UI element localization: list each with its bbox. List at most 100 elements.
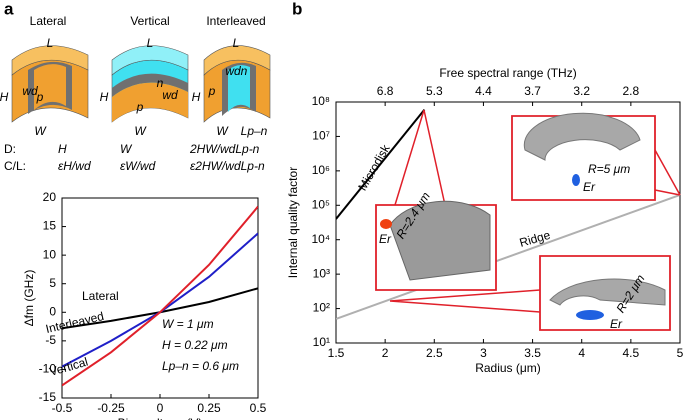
diagram-vertical — [111, 45, 189, 123]
annotation: H = 0.22 μm — [162, 338, 228, 352]
y-tick-label: 0 — [49, 304, 56, 318]
y-tick-label: 10¹ — [313, 335, 330, 349]
diagram-label: wd — [22, 84, 38, 98]
mode — [380, 219, 392, 229]
y-tick-label: 10⁷ — [312, 129, 330, 143]
plot-frame — [335, 101, 681, 344]
device — [389, 200, 491, 281]
x-tick-label: 0 — [157, 401, 164, 415]
y-axis-title: Internal quality factor — [286, 167, 300, 278]
table-cell: εH/wd — [58, 159, 91, 173]
y-tick-label: 10⁴ — [311, 232, 330, 246]
x-tick-label: 4 — [578, 346, 585, 360]
diagram-label: n — [241, 64, 248, 78]
annotation: Er — [583, 180, 596, 194]
x-tick-label: -0.5 — [52, 401, 73, 415]
y-tick-label: 15 — [43, 219, 57, 233]
insets — [375, 109, 681, 331]
mode — [576, 310, 604, 320]
panel-label: b — [292, 0, 302, 18]
diagram-label: W — [134, 124, 147, 138]
series-label: Lateral — [82, 289, 119, 303]
callout-line — [394, 109, 446, 206]
diagram-title: Lateral — [30, 14, 67, 28]
diagram-label: p — [208, 84, 216, 98]
table-cell: 2HW/wdLp-n — [189, 142, 260, 156]
x-tick-label: -0.25 — [97, 401, 125, 415]
y-tick-label: 5 — [49, 276, 56, 290]
diagram-label: L — [233, 36, 240, 50]
callout-line — [389, 289, 541, 313]
table-cell: ε2HW/wdLp-n — [190, 159, 265, 173]
diagram-label: Lp–n — [241, 124, 268, 138]
y-tick-label: 10 — [43, 247, 57, 261]
diagram-label: wd — [225, 64, 241, 78]
series-line — [336, 193, 680, 320]
diagram-label: H — [192, 90, 201, 104]
diagram-label: p — [36, 90, 44, 104]
x-tick-label: 0.5 — [250, 401, 267, 415]
panel-label: a — [4, 0, 14, 18]
table-cell: C/L: — [4, 159, 26, 173]
table-cell: εW/wd — [120, 159, 156, 173]
x2-tick-label: 2.8 — [623, 84, 640, 98]
annotation: Er — [610, 317, 623, 331]
annotation: Lp–n = 0.6 μm — [162, 359, 239, 373]
diagram-label: wd — [162, 88, 178, 102]
y-tick-label: 10² — [313, 301, 330, 315]
diagram-label: L — [47, 36, 54, 50]
table-cell: W — [120, 142, 133, 156]
device — [523, 112, 641, 161]
y-tick-label: -15 — [39, 390, 57, 404]
y-tick-label: 20 — [43, 190, 57, 204]
x-tick-label: 3.5 — [524, 346, 541, 360]
y-tick-label: -5 — [45, 333, 56, 347]
y-tick-label: 10⁸ — [312, 94, 330, 108]
y-tick-label: 10⁶ — [312, 163, 330, 177]
table-cell: D: — [4, 142, 16, 156]
x2-tick-label: 3.2 — [573, 84, 590, 98]
series-line — [336, 109, 426, 220]
x-tick-label: 0.25 — [197, 401, 221, 415]
mode — [572, 174, 580, 186]
x2-axis-title: Free spectral range (THz) — [439, 66, 576, 80]
plot-frame — [61, 197, 259, 399]
x-tick-label: 3 — [480, 346, 487, 360]
diagram-title: Vertical — [130, 14, 169, 28]
x2-tick-label: 3.7 — [524, 84, 541, 98]
x-tick-label: 5 — [677, 346, 684, 360]
y-tick-label: 10⁵ — [312, 197, 330, 211]
series-label: Vertical — [48, 355, 90, 379]
diagram-label: W — [34, 124, 47, 138]
x-tick-label: 1.5 — [328, 346, 345, 360]
x-axis-title: Radius (μm) — [475, 361, 541, 375]
x2-tick-label: 6.8 — [377, 84, 394, 98]
x-tick-label: 2.5 — [426, 346, 443, 360]
table-cell: H — [58, 142, 67, 156]
device — [549, 278, 666, 306]
x-axis-title: Bias voltage (V) — [118, 416, 203, 420]
annotation: Er — [379, 232, 392, 246]
y-axis-title: Δfm (GHz) — [22, 270, 36, 327]
diagram-label: W — [216, 124, 229, 138]
annotation: R=5 μm — [588, 162, 630, 176]
series-label: Microdisk — [355, 141, 393, 193]
x2-tick-label: 5.3 — [426, 84, 443, 98]
diagram-label: L — [147, 36, 154, 50]
diagram-label: H — [0, 90, 9, 104]
annotation: W = 1 μm — [162, 317, 214, 331]
diagram-label: H — [100, 90, 109, 104]
x2-tick-label: 4.4 — [475, 84, 492, 98]
diagram-interleaved — [203, 45, 271, 123]
callout-line — [654, 149, 681, 196]
y-tick-label: -10 — [39, 362, 57, 376]
x-tick-label: 4.5 — [623, 346, 640, 360]
diagram-label: n — [157, 76, 164, 90]
series-line — [62, 205, 258, 387]
diagram-label: p — [136, 100, 144, 114]
diagram-title: Interleaved — [206, 14, 265, 28]
x-tick-label: 2 — [382, 346, 389, 360]
diagram-lateral — [11, 45, 89, 123]
y-tick-label: 10³ — [313, 266, 330, 280]
